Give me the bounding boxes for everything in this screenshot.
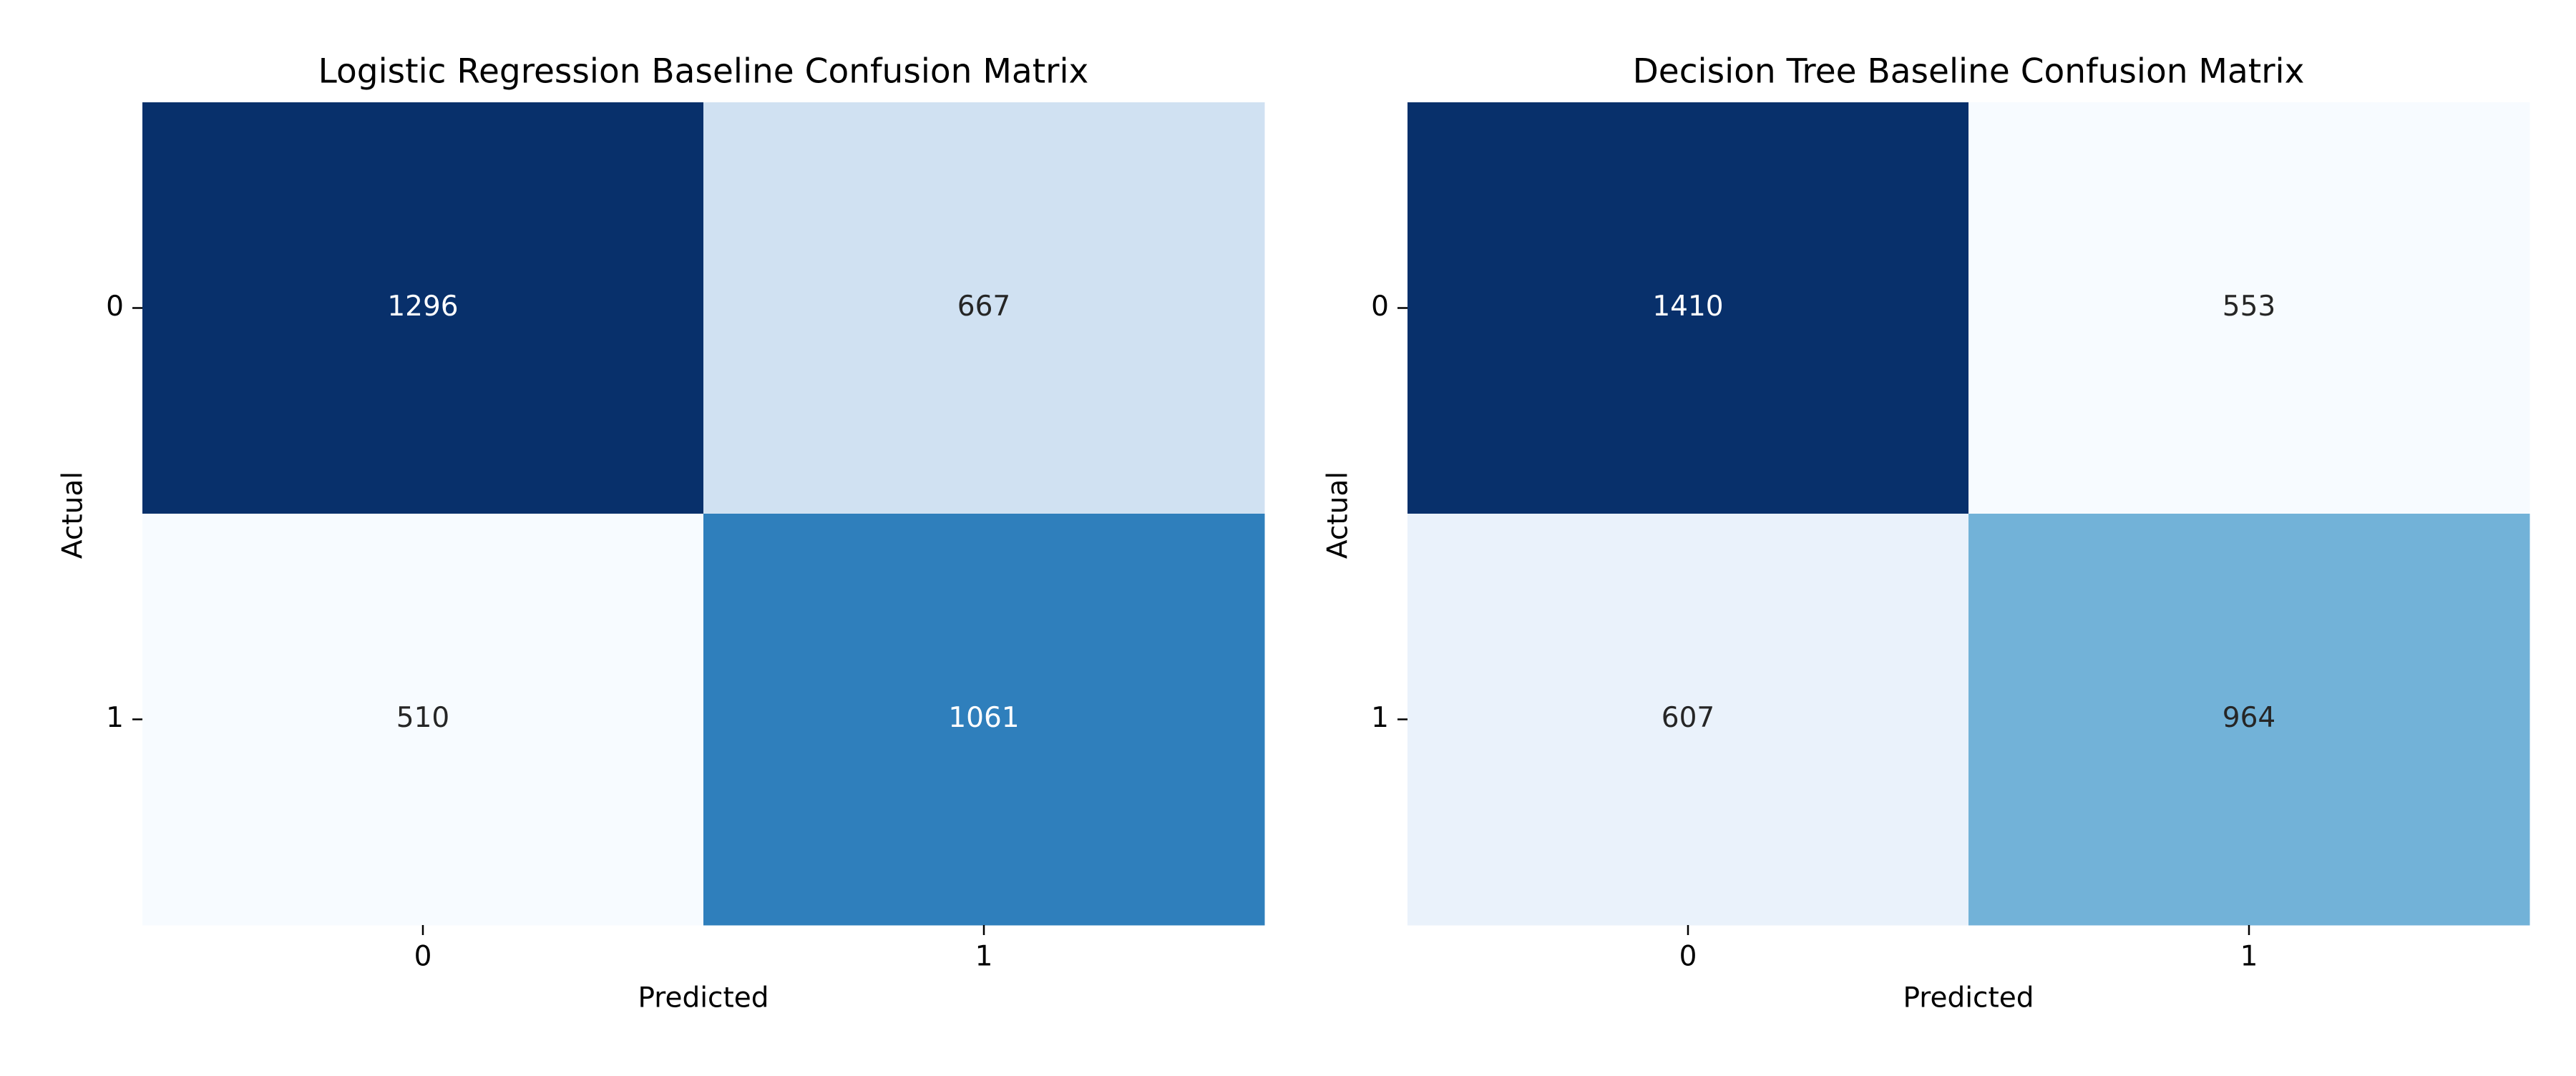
heatmap-cell-1-1 <box>703 514 1265 926</box>
x-axis-label: Predicted <box>1903 982 2034 1014</box>
cell-value-label: 553 <box>2223 290 2275 323</box>
y-tick-label: 1 <box>1371 702 1389 734</box>
x-axis-label: Predicted <box>638 982 769 1014</box>
heatmap-cells: 1296 667 510 1061 <box>142 102 1265 926</box>
cell-value-label: 1061 <box>948 702 1019 734</box>
axis-ticks: 0 1 0 1 <box>1371 290 2258 973</box>
y-tick-label: 0 <box>106 290 124 323</box>
x-tick-label: 1 <box>975 941 993 973</box>
cell-value-label: 510 <box>396 702 449 734</box>
y-tick-label: 0 <box>1371 290 1389 323</box>
y-tick-label: 1 <box>106 702 124 734</box>
heatmap-cell-0-1 <box>1968 102 2530 514</box>
heatmap-cell-0-1 <box>703 102 1265 514</box>
y-axis-label: Actual <box>57 471 89 559</box>
chart-panel-logistic-regression: Logistic Regression Baseline Confusion M… <box>57 52 1265 1014</box>
x-tick-label: 1 <box>2240 941 2258 973</box>
cell-value-label: 1296 <box>387 290 458 323</box>
y-axis-label: Actual <box>1322 471 1355 559</box>
heatmap-cell-1-0 <box>1407 514 1969 926</box>
x-tick-label: 0 <box>414 941 432 973</box>
axis-ticks: 0 1 0 1 <box>106 290 992 973</box>
chart-title: Decision Tree Baseline Confusion Matrix <box>1633 52 2305 92</box>
chart-panel-decision-tree: Decision Tree Baseline Confusion Matrix … <box>1322 52 2530 1014</box>
cell-value-label: 607 <box>1662 702 1714 734</box>
heatmap-cell-0-0 <box>1407 102 1969 514</box>
x-tick-label: 0 <box>1679 941 1697 973</box>
chart-title: Logistic Regression Baseline Confusion M… <box>318 52 1089 92</box>
heatmap-cells: 1410 553 607 964 <box>1407 102 2530 926</box>
heatmap-cell-1-0 <box>142 514 704 926</box>
cell-value-label: 964 <box>2223 702 2275 734</box>
cell-value-label: 667 <box>957 290 1010 323</box>
cell-value-label: 1410 <box>1652 290 1723 323</box>
heatmap-cell-1-1 <box>1968 514 2530 926</box>
heatmap-cell-0-0 <box>142 102 704 514</box>
